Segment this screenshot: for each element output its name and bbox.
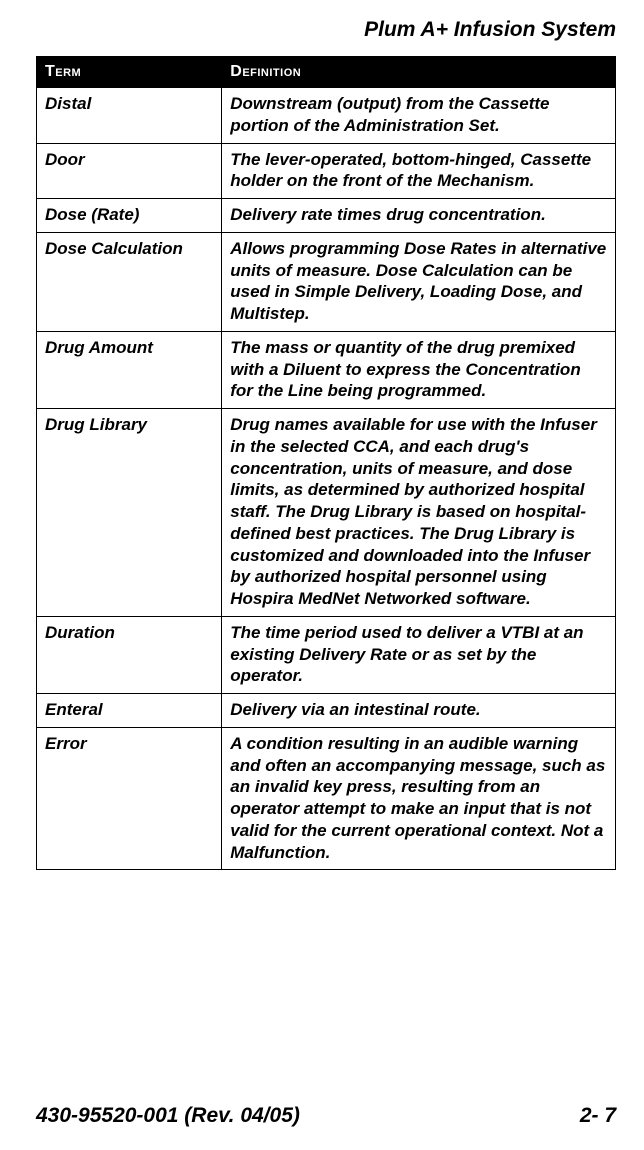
- table-row: Duration The time period used to deliver…: [37, 616, 616, 693]
- definition-cell: Delivery rate times drug concentration.: [222, 199, 616, 233]
- table-header-row: Term Definition: [37, 57, 616, 88]
- page: Plum A+ Infusion System Term Definition …: [0, 0, 644, 1150]
- term-cell: Drug Amount: [37, 331, 222, 408]
- table-row: Distal Downstream (output) from the Cass…: [37, 88, 616, 144]
- table-row: Drug Amount The mass or quantity of the …: [37, 331, 616, 408]
- footer-page-number: 2- 7: [580, 1104, 616, 1128]
- term-cell: Distal: [37, 88, 222, 144]
- page-footer: 430-95520-001 (Rev. 04/05) 2- 7: [36, 1104, 616, 1128]
- definition-cell: Delivery via an intestinal route.: [222, 694, 616, 728]
- term-cell: Duration: [37, 616, 222, 693]
- header-definition: Definition: [222, 57, 616, 88]
- table-row: Door The lever-operated, bottom-hinged, …: [37, 143, 616, 199]
- table-row: Dose (Rate) Delivery rate times drug con…: [37, 199, 616, 233]
- table-row: Enteral Delivery via an intestinal route…: [37, 694, 616, 728]
- term-cell: Error: [37, 727, 222, 870]
- term-cell: Dose (Rate): [37, 199, 222, 233]
- definition-cell: The lever-operated, bottom-hinged, Casse…: [222, 143, 616, 199]
- document-title: Plum A+ Infusion System: [36, 18, 616, 42]
- term-cell: Drug Library: [37, 409, 222, 617]
- table-row: Drug Library Drug names available for us…: [37, 409, 616, 617]
- vertical-spacer: [36, 870, 616, 1092]
- definition-cell: A condition resulting in an audible warn…: [222, 727, 616, 870]
- term-cell: Enteral: [37, 694, 222, 728]
- definition-cell: The time period used to deliver a VTBI a…: [222, 616, 616, 693]
- glossary-body: Distal Downstream (output) from the Cass…: [37, 88, 616, 870]
- header-term: Term: [37, 57, 222, 88]
- definition-cell: Allows programming Dose Rates in alterna…: [222, 232, 616, 331]
- term-cell: Dose Calculation: [37, 232, 222, 331]
- term-cell: Door: [37, 143, 222, 199]
- definition-cell: Downstream (output) from the Cassette po…: [222, 88, 616, 144]
- glossary-table: Term Definition Distal Downstream (outpu…: [36, 56, 616, 870]
- table-row: Error A condition resulting in an audibl…: [37, 727, 616, 870]
- definition-cell: The mass or quantity of the drug premixe…: [222, 331, 616, 408]
- table-row: Dose Calculation Allows programming Dose…: [37, 232, 616, 331]
- footer-doc-id: 430-95520-001 (Rev. 04/05): [36, 1104, 300, 1128]
- definition-cell: Drug names available for use with the In…: [222, 409, 616, 617]
